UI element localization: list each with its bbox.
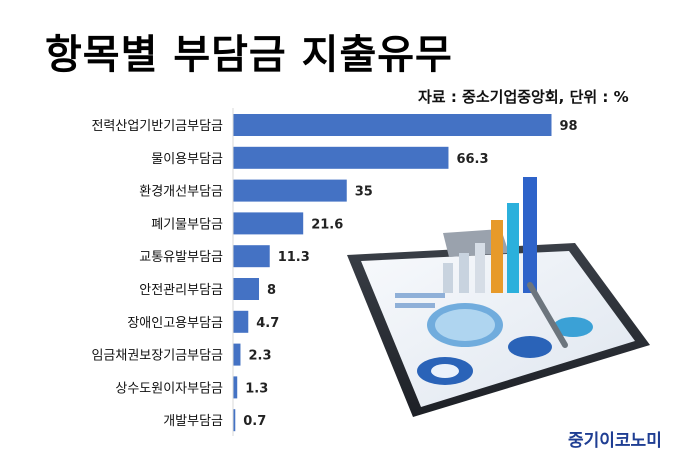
bar xyxy=(233,146,449,169)
bar xyxy=(233,376,238,399)
bar xyxy=(233,114,552,136)
bar xyxy=(233,310,249,333)
category-label: 교통유발부담금 xyxy=(139,250,223,265)
value-label: 21.6 xyxy=(311,217,343,232)
bar xyxy=(233,278,259,300)
bar xyxy=(233,409,236,432)
category-label: 장애인고용부담금 xyxy=(127,316,223,331)
category-label: 상수도원이자부담금 xyxy=(115,381,223,396)
value-label: 0.7 xyxy=(243,414,266,429)
value-label: 11.3 xyxy=(278,250,310,265)
category-label: 환경개선부담금 xyxy=(139,185,223,200)
category-label: 물이용부담금 xyxy=(151,152,223,167)
brand-logo: 중기이코노미 xyxy=(568,431,662,451)
value-label: 8 xyxy=(267,283,276,298)
value-label: 4.7 xyxy=(256,316,279,331)
category-label: 전력산업기반기금부담금 xyxy=(91,119,223,134)
bar xyxy=(233,179,347,202)
category-label: 임금채권보장기금부담금 xyxy=(91,349,223,364)
category-label: 안전관리부담금 xyxy=(139,283,223,298)
category-label: 개발부담금 xyxy=(163,414,223,429)
source-note: 자료 : 중소기업중앙회, 단위 : % xyxy=(418,88,629,106)
bar xyxy=(233,245,270,268)
value-label: 66.3 xyxy=(456,152,488,167)
clipboard-with-charts-illustration xyxy=(325,175,670,430)
bar xyxy=(233,212,304,235)
value-label: 1.3 xyxy=(245,381,268,396)
value-label: 98 xyxy=(560,119,578,134)
category-label: 폐기물부담금 xyxy=(151,217,223,232)
value-label: 2.3 xyxy=(248,349,271,364)
page-title: 항목별 부담금 지출유무 xyxy=(45,32,453,78)
value-label: 35 xyxy=(355,185,373,200)
bar xyxy=(233,343,241,366)
